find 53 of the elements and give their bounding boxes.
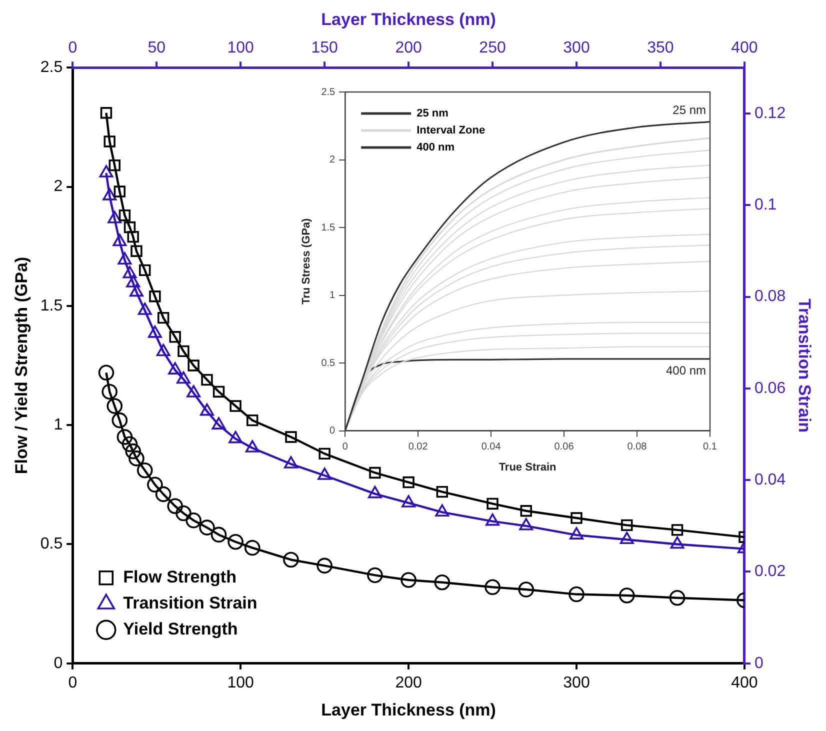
x-tick-label: 100 bbox=[227, 674, 254, 692]
annotation: 400 nm bbox=[666, 363, 706, 378]
y2-tick-label: 0.06 bbox=[754, 380, 786, 397]
y-tick-label: 1 bbox=[54, 416, 63, 434]
legend-label: Interval Zone bbox=[416, 124, 486, 137]
x2-tick-label: 350 bbox=[647, 39, 674, 56]
y-axis-title: Flow / Yield Strength (GPa) bbox=[12, 256, 31, 474]
y-tick-label: 1 bbox=[330, 290, 336, 302]
y2-axis-title: Transition Strain bbox=[795, 298, 814, 433]
x-tick-label: 0 bbox=[342, 442, 348, 453]
x-tick-label: 0.04 bbox=[481, 442, 502, 453]
x-tick-label: 300 bbox=[563, 674, 590, 692]
x2-tick-label: 100 bbox=[227, 39, 254, 56]
y-tick-label: 0.5 bbox=[321, 358, 336, 369]
legend-label: 25 nm bbox=[416, 108, 449, 120]
y-tick-label: 1.5 bbox=[321, 222, 336, 234]
legend-label: Yield Strength bbox=[123, 620, 238, 639]
y-tick-label: 0 bbox=[330, 426, 336, 437]
x-tick-label: 400 bbox=[731, 674, 758, 692]
y-tick-label: 0 bbox=[54, 654, 63, 672]
y-axis-title: Tru Stress (GPa) bbox=[300, 218, 313, 304]
legend-label: 400 nm bbox=[416, 142, 455, 154]
y-tick-label: 0.5 bbox=[40, 536, 63, 553]
y2-tick-label: 0 bbox=[754, 654, 764, 672]
x2-tick-label: 250 bbox=[479, 39, 506, 56]
x-tick-label: 0 bbox=[68, 674, 78, 692]
y2-tick-label: 0.04 bbox=[754, 471, 786, 488]
y2-tick-label: 0.1 bbox=[754, 196, 777, 214]
x-tick-label: 0.06 bbox=[554, 442, 574, 453]
x-tick-label: 200 bbox=[395, 674, 422, 692]
x-tick-label: 0.08 bbox=[627, 442, 648, 453]
y-tick-label: 2.5 bbox=[321, 86, 336, 98]
x2-tick-label: 50 bbox=[148, 39, 166, 56]
x2-tick-label: 400 bbox=[731, 39, 758, 56]
y-tick-label: 1.5 bbox=[40, 297, 63, 314]
y2-tick-label: 0.08 bbox=[754, 288, 786, 306]
x2-tick-label: 150 bbox=[311, 39, 338, 56]
x2-axis-title: Layer Thickness (nm) bbox=[321, 10, 496, 29]
y-tick-label: 2 bbox=[54, 178, 63, 196]
x2-tick-label: 0 bbox=[68, 39, 78, 56]
y-tick-label: 2.5 bbox=[40, 59, 63, 76]
x-axis-title: Layer Thickness (nm) bbox=[321, 700, 496, 720]
annotation: 25 nm bbox=[672, 103, 706, 118]
x-axis-title: True Strain bbox=[498, 461, 557, 474]
x-tick-label: 0.1 bbox=[703, 442, 718, 453]
x2-tick-label: 200 bbox=[395, 39, 422, 56]
y2-tick-label: 0.02 bbox=[754, 563, 786, 580]
y2-tick-label: 0.12 bbox=[754, 104, 786, 122]
x2-tick-label: 300 bbox=[563, 39, 590, 56]
legend-label: Flow Strength bbox=[123, 568, 236, 587]
x-tick-label: 0.02 bbox=[408, 442, 428, 453]
legend-label: Transition Strain bbox=[123, 594, 258, 613]
y-tick-label: 2 bbox=[330, 154, 336, 166]
